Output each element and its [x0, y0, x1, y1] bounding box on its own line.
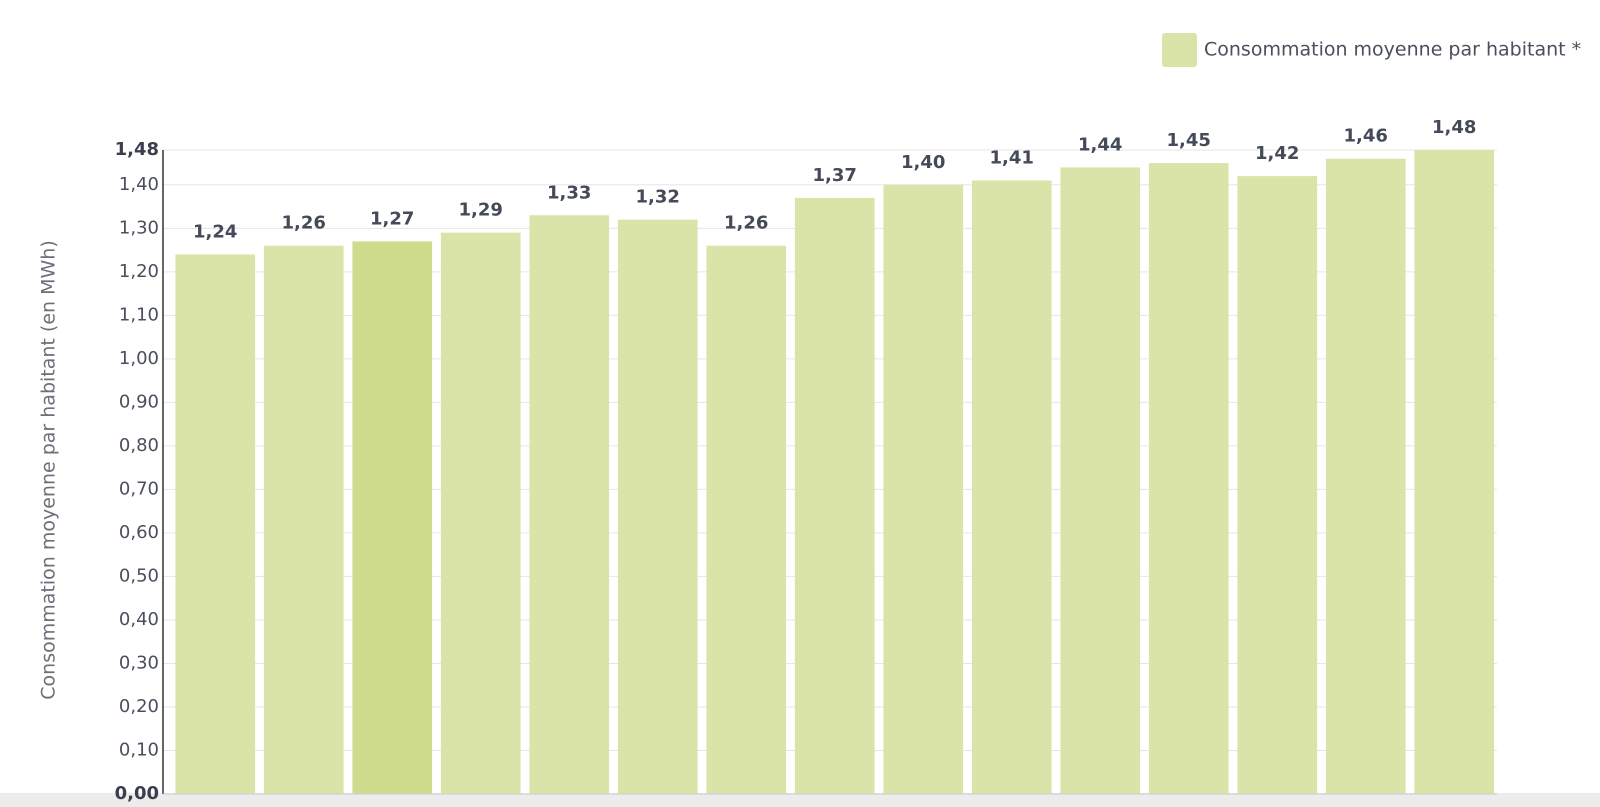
bar: [263, 245, 344, 794]
bar: [1414, 150, 1495, 794]
bar: [529, 215, 610, 794]
y-tick-label: 0,30: [119, 652, 159, 673]
bar: [1325, 158, 1406, 794]
y-tick-label: 1,30: [119, 217, 159, 238]
value-label: 1,33: [547, 182, 591, 203]
value-label: 1,37: [813, 165, 857, 186]
y-tick-label: 0,90: [119, 391, 159, 412]
y-tick-label: 0,20: [119, 696, 159, 717]
bar: [175, 254, 256, 794]
value-label: 1,48: [1432, 117, 1476, 138]
value-label: 1,32: [636, 187, 680, 208]
y-tick-label: 0,80: [119, 435, 159, 456]
y-tick-label: 0,00: [115, 783, 159, 804]
value-label: 1,24: [193, 221, 237, 242]
bar: [1148, 163, 1229, 794]
y-tick-label: 1,20: [119, 261, 159, 282]
y-tick-label: 1,40: [119, 174, 159, 195]
y-axis-label: Consommation moyenne par habitant (en MW…: [38, 240, 60, 699]
bar: [1060, 167, 1141, 795]
bar: [617, 219, 698, 794]
bar: [883, 184, 964, 795]
y-tick-label: 0,50: [119, 565, 159, 586]
y-tick-label: 0,40: [119, 609, 159, 630]
value-label: 1,42: [1255, 143, 1299, 164]
y-tick-label: 0,10: [119, 739, 159, 760]
bottom-strip: [0, 793, 1600, 807]
bar: [440, 232, 521, 795]
legend-swatch: [1162, 33, 1197, 67]
value-label: 1,45: [1167, 130, 1211, 151]
y-tick-label: 1,48: [115, 139, 159, 160]
value-label: 1,44: [1078, 134, 1122, 155]
value-label: 1,40: [901, 152, 945, 173]
legend-label: Consommation moyenne par habitant *: [1204, 39, 1581, 61]
bar: [706, 245, 787, 794]
y-tick-label: 1,00: [119, 348, 159, 369]
value-label: 1,41: [990, 147, 1034, 168]
value-label: 1,46: [1344, 126, 1388, 147]
value-label: 1,26: [282, 213, 326, 234]
value-label: 1,29: [459, 200, 503, 221]
bar: [794, 197, 875, 794]
bar: [971, 180, 1052, 794]
y-tick-label: 0,70: [119, 478, 159, 499]
y-tick-label: 0,60: [119, 522, 159, 543]
bar: [352, 241, 433, 795]
bar: [1237, 176, 1318, 795]
y-tick-label: 1,10: [119, 304, 159, 325]
value-label: 1,27: [370, 208, 414, 229]
value-label: 1,26: [724, 213, 768, 234]
